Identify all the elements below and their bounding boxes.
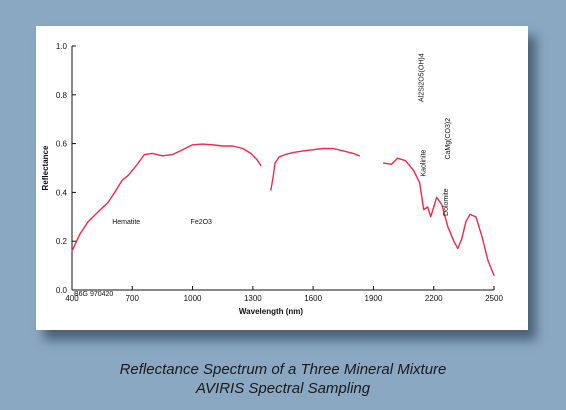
x-tick-label: 1900 xyxy=(365,294,383,303)
y-tick-label: 0.4 xyxy=(56,188,68,197)
caption-line-1: Reflectance Spectrum of a Three Mineral … xyxy=(119,361,447,378)
figure-card: 0.0 0.2 0.4 0.6 0.8 1.0 400 700 1000 1300 1600 1900… xyxy=(36,26,528,330)
chart-annotation: Kaolinite xyxy=(421,150,428,177)
caption-line-2: AVIRIS Spectral Sampling xyxy=(195,380,371,397)
chart-annotation: Dolomite xyxy=(443,188,450,216)
y-tick-label: 0.0 xyxy=(56,286,68,295)
x-tick-label: 400 xyxy=(65,294,79,303)
x-tick-label: 2200 xyxy=(425,294,443,303)
y-tick-label: 0.2 xyxy=(56,237,68,246)
x-tick-label: 1000 xyxy=(184,294,202,303)
x-tick-label: 700 xyxy=(126,294,140,303)
y-tick-label: 0.8 xyxy=(56,91,68,100)
spectrum-line-segment xyxy=(71,143,262,252)
chart-annotation: CaMg(CO3)2 xyxy=(445,118,452,160)
x-tick-label: 1600 xyxy=(304,294,322,303)
chart-annotation: Al2Si2O5(OH)4 xyxy=(419,53,426,102)
x-tick-label: 2500 xyxy=(485,294,503,303)
y-tick-label: 0.6 xyxy=(56,140,68,149)
spectrum-line-segment xyxy=(270,147,361,191)
reflectance-chart: 0.0 0.2 0.4 0.6 0.8 1.0 400 700 1000 1300 1600 1900… xyxy=(41,42,503,316)
chart-annotation: Fe2O3 xyxy=(191,219,213,226)
x-tick-label: 1300 xyxy=(244,294,262,303)
y-tick-label: 1.0 xyxy=(56,42,68,51)
chart-annotation: Hematite xyxy=(112,219,140,226)
corner-label: B6G 970420 xyxy=(74,291,113,298)
y-axis-title: Reflectance xyxy=(41,145,50,190)
spectrum-line-segment xyxy=(382,157,495,277)
x-axis-title: Wavelength (nm) xyxy=(239,307,303,316)
